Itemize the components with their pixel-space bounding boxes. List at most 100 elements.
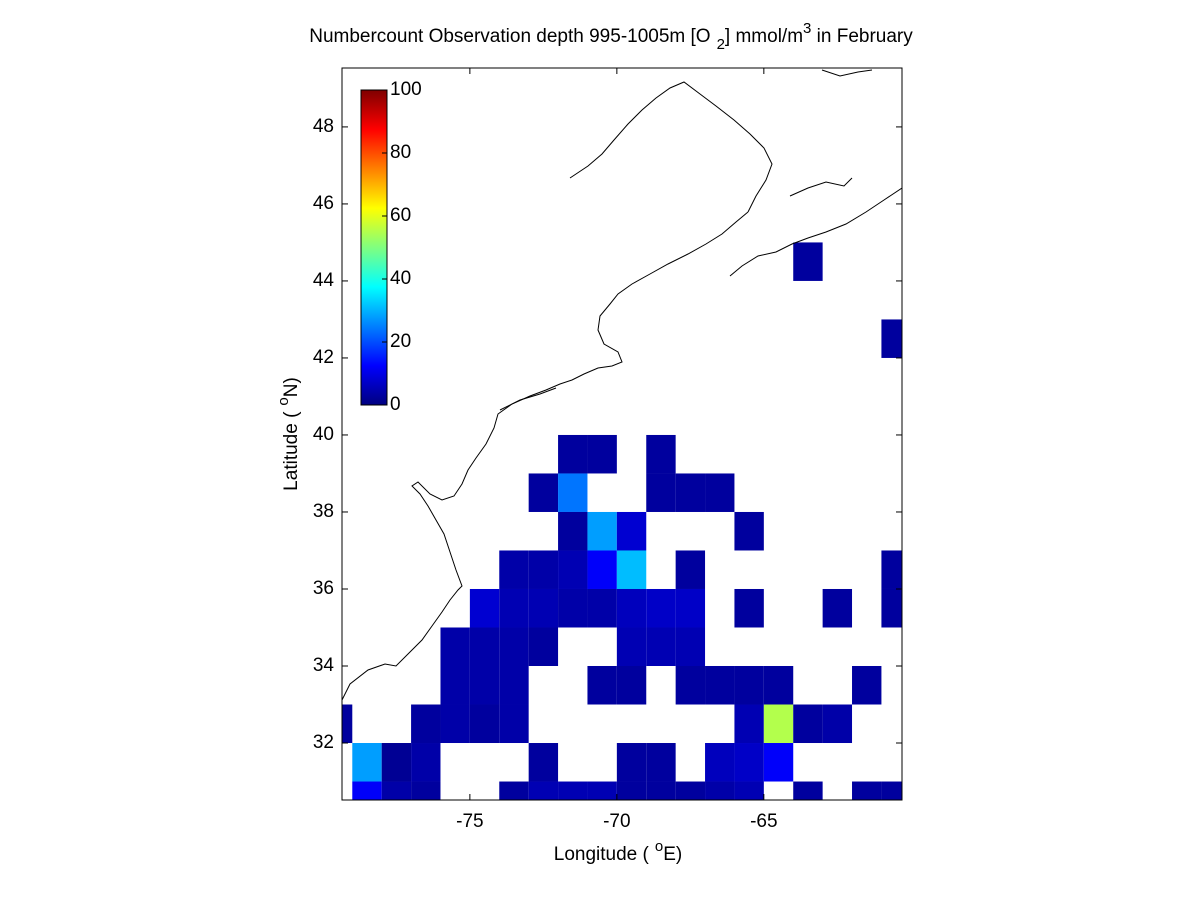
cell — [558, 473, 588, 512]
cell — [734, 704, 764, 744]
cell — [440, 665, 470, 705]
cell — [646, 588, 676, 628]
y-tick-label: 48 — [313, 116, 334, 137]
cell — [440, 704, 470, 744]
cell — [528, 781, 559, 800]
cell — [469, 588, 500, 628]
cell — [616, 511, 647, 551]
y-tick-label: 38 — [313, 501, 334, 522]
cell — [734, 511, 764, 551]
y-label-sup: o — [275, 397, 292, 405]
cell — [528, 627, 559, 666]
y-tick-label: 42 — [313, 347, 334, 368]
cell — [558, 550, 588, 589]
cell — [499, 781, 529, 800]
cell — [528, 588, 559, 628]
cell — [587, 511, 617, 551]
cell — [558, 434, 588, 474]
cell — [469, 627, 500, 666]
cell — [352, 781, 382, 800]
coastline-nova-scotia — [729, 187, 902, 277]
cell — [675, 473, 706, 512]
cell — [646, 434, 676, 474]
title-sub: 2 — [717, 36, 725, 53]
cell — [763, 704, 794, 744]
cell — [587, 434, 617, 474]
cell — [616, 781, 647, 800]
cell — [616, 627, 647, 666]
cell — [763, 665, 794, 705]
cell — [616, 588, 647, 628]
cell — [734, 588, 764, 628]
colorbar-tick-label: 20 — [390, 331, 411, 352]
y-label-text: N) — [281, 377, 302, 397]
cell — [734, 665, 764, 705]
cell — [675, 781, 706, 800]
cell — [499, 588, 529, 628]
x-axis-label: Longitude (oE) — [554, 838, 682, 865]
x-tick-label: -65 — [750, 811, 777, 832]
cell — [528, 550, 559, 589]
cell — [822, 588, 853, 628]
y-axis-label: Latitude ( oN) — [275, 377, 302, 491]
cell — [705, 473, 735, 512]
cell — [411, 704, 441, 744]
coastline-pei — [789, 177, 853, 197]
cell — [763, 743, 794, 782]
cell — [411, 781, 441, 800]
cell — [705, 665, 735, 705]
cell — [558, 511, 588, 551]
cell — [558, 781, 588, 800]
coastline — [342, 69, 902, 701]
cell — [675, 627, 706, 666]
cells — [342, 242, 902, 800]
y-tick-label: 44 — [313, 270, 335, 291]
cell — [528, 743, 559, 782]
cell — [616, 550, 647, 589]
cell — [646, 743, 676, 782]
cell — [705, 743, 735, 782]
title-text: in February — [811, 26, 913, 47]
cell — [381, 743, 412, 782]
coastline-us — [342, 211, 749, 701]
cell — [881, 781, 902, 800]
x-label-sup: o — [655, 838, 663, 855]
chart-title: Numbercount Observation depth 995-1005m … — [309, 20, 913, 53]
cell — [587, 588, 617, 628]
cell — [469, 665, 500, 705]
y-tick-label: 34 — [313, 655, 335, 676]
cell — [499, 550, 529, 589]
cell — [616, 743, 647, 782]
cell — [705, 781, 735, 800]
cell — [469, 704, 500, 744]
colorbar-tick-label: 80 — [390, 142, 411, 163]
cell — [381, 781, 412, 800]
cell — [881, 319, 902, 358]
axes-box — [341, 67, 903, 801]
cell — [499, 704, 529, 744]
cell — [528, 473, 559, 512]
y-label-text: Latitude ( — [281, 411, 302, 491]
coastline-long-island — [499, 387, 557, 411]
cell — [793, 781, 823, 800]
coastline-newfoundland — [821, 69, 873, 77]
cell — [616, 665, 647, 705]
colorbar-tick-label: 0 — [390, 394, 401, 415]
title-sup: 3 — [803, 20, 811, 37]
ticks: -75 -70 -65 32 34 36 38 40 42 44 46 48 — [313, 68, 902, 832]
cell — [852, 781, 882, 800]
x-label-text: E) — [663, 844, 682, 865]
cell — [499, 627, 529, 666]
cell — [558, 588, 588, 628]
cell — [587, 550, 617, 589]
colorbar-tick-label: 40 — [390, 268, 411, 289]
x-tick-label: -70 — [603, 811, 630, 832]
cell — [734, 743, 764, 782]
colorbar-tick-label: 100 — [390, 79, 422, 100]
cell — [646, 781, 676, 800]
x-tick-label: -75 — [456, 811, 483, 832]
cell — [646, 627, 676, 666]
cell — [675, 550, 706, 589]
cell — [342, 704, 353, 744]
